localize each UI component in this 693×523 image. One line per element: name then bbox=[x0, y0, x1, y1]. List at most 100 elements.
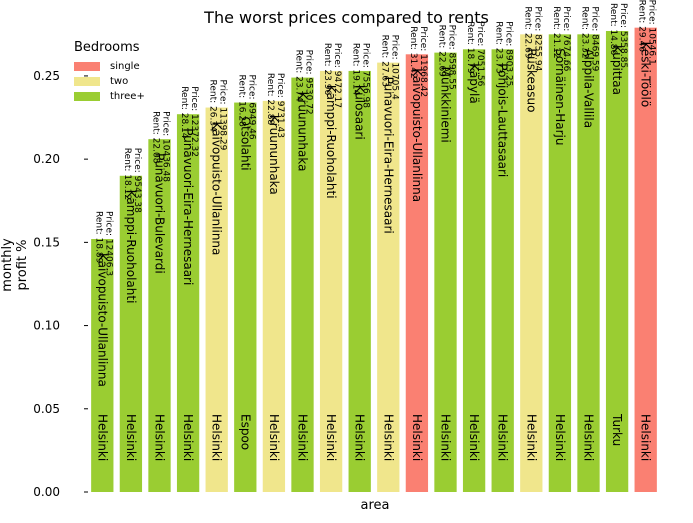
bar bbox=[262, 100, 286, 493]
bar bbox=[634, 27, 657, 493]
bar-rent-label: Rent: 21.12 bbox=[551, 6, 561, 58]
legend-swatch-two bbox=[74, 77, 100, 86]
bar-rent-label: Rent: 22.88 bbox=[265, 73, 275, 126]
bar-rent-label: Rent: 16.28 bbox=[236, 75, 246, 128]
bar-city-label: Helsinki bbox=[439, 414, 453, 461]
bar bbox=[605, 30, 629, 492]
bar-price-label: Price: 8469.59 bbox=[590, 6, 600, 71]
bar bbox=[205, 107, 228, 493]
bar-city-label: Helsinki bbox=[553, 414, 567, 461]
bar-rent-label: Rent: 23.96 bbox=[322, 43, 332, 96]
bar-city-label: Helsinki bbox=[639, 414, 653, 461]
bar-area-label: Ruskeasuo bbox=[524, 48, 538, 112]
bar bbox=[577, 34, 600, 492]
bar-price-label: Price: 8255.94 bbox=[532, 6, 542, 71]
bar-price-label: Price: 12406.3 bbox=[103, 211, 113, 276]
bar-city-label: Helsinki bbox=[496, 414, 510, 461]
bar-area-label: Punavuori-Eira-Hernesaari bbox=[181, 128, 195, 285]
bar bbox=[405, 54, 429, 493]
legend-swatch-single bbox=[74, 62, 100, 71]
bar-price-label: Price: 11968.42 bbox=[418, 26, 428, 97]
bar-city-label: Helsinki bbox=[124, 414, 138, 461]
legend: Bedrooms single two three+ bbox=[74, 40, 145, 104]
bar-price-label: Price: 11398.29 bbox=[218, 80, 228, 151]
bar-area-label: Pohjois-Lauttasaari bbox=[496, 63, 510, 177]
bar-area-label: Kamppi-Ruoholahti bbox=[324, 85, 338, 199]
bar-area-label: Otsolahti bbox=[238, 117, 252, 171]
bar-price-label: Price: 7051.56 bbox=[475, 21, 485, 86]
legend-swatch-three-plus bbox=[74, 92, 100, 101]
legend-label-three-plus: three+ bbox=[110, 91, 145, 102]
bar bbox=[462, 49, 486, 493]
bar-rent-label: Rent: 14.86 bbox=[608, 3, 618, 56]
bar-rent-label: Rent: 23.32 bbox=[580, 6, 590, 58]
bar-area-label: Kaivopuisto-Ullanlinna bbox=[410, 68, 424, 202]
bar-rent-label: Rent: 31.42 bbox=[408, 26, 418, 78]
bar bbox=[234, 102, 257, 493]
bar-rent-label: Rent: 19.14 bbox=[351, 43, 361, 96]
bar-city-label: Helsinki bbox=[381, 414, 395, 461]
bar-area-label: Kupittaa bbox=[610, 45, 624, 95]
bar-area-label: Kaivopuisto-Ullanlinna bbox=[210, 122, 224, 256]
bar bbox=[176, 114, 200, 492]
bar bbox=[434, 52, 457, 492]
bar-area-label: Punavuori-Eira-Hernesaari bbox=[381, 77, 395, 234]
bar-city-label: Helsinki bbox=[95, 414, 109, 461]
bar-rent-label: Rent: 18.79 bbox=[465, 21, 475, 74]
bar-rent-label: Rent: 18.12 bbox=[122, 148, 132, 200]
bar-area-label: Kaivopuisto-Ullanlinna bbox=[95, 253, 109, 387]
bar-rent-label: Rent: 27.63 bbox=[379, 35, 389, 87]
bar-city-label: Espoo bbox=[238, 414, 252, 450]
bar-rent-label: Rent: 18.89 bbox=[93, 211, 103, 264]
y-tick-label: 0.00 bbox=[33, 485, 60, 499]
bar bbox=[348, 70, 371, 492]
y-tick-label: 0.15 bbox=[33, 235, 60, 249]
bar-price-label: Price: 6949.46 bbox=[246, 75, 256, 140]
bar-area-label: Kruununhaka bbox=[296, 92, 310, 172]
bar-rent-label: Rent: 23.74 bbox=[294, 50, 304, 103]
bar-price-label: Price: 7674.66 bbox=[561, 6, 571, 71]
bar bbox=[377, 62, 400, 492]
bar-area-label: Munkkiniemi bbox=[439, 67, 453, 143]
bar-rent-label: Rent: 22.69 bbox=[522, 6, 532, 59]
bar bbox=[491, 49, 514, 493]
legend-title: Bedrooms bbox=[74, 40, 140, 55]
bar-city-label: Helsinki bbox=[582, 414, 596, 461]
bar-rent-label: Rent: 22.69 bbox=[437, 25, 447, 78]
bar-price-label: Price: 8598.55 bbox=[447, 25, 457, 90]
bar-price-label: Price: 8903.25 bbox=[504, 21, 514, 86]
bar-rent-label: Rent: 29.46 bbox=[637, 0, 647, 52]
bar bbox=[520, 34, 543, 492]
bar-price-label: Price: 9543.38 bbox=[132, 148, 142, 213]
bar-area-label: Kamppi-Ruoholahti bbox=[124, 190, 138, 304]
bar-price-label: Price: 7556.98 bbox=[361, 43, 371, 108]
bar-area-label: Kruununhaka bbox=[267, 115, 281, 195]
bar-city-label: Helsinki bbox=[410, 414, 424, 461]
bar-city-label: Helsinki bbox=[267, 414, 281, 461]
bar-rent-label: Rent: 23.73 bbox=[494, 21, 504, 73]
bar bbox=[548, 34, 572, 492]
bar-area-label: Sörnäinen-Harju bbox=[553, 48, 567, 145]
bar-price-label: Price: 9731.43 bbox=[275, 73, 285, 138]
bar-city-label: Helsinki bbox=[181, 414, 195, 461]
bar-city-label: Helsinki bbox=[524, 414, 538, 461]
legend-item-two: two bbox=[74, 74, 145, 89]
bar-rent-label: Rent: 26.34 bbox=[208, 80, 218, 133]
y-tick-label: 0.05 bbox=[33, 402, 60, 416]
bar-city-label: Helsinki bbox=[324, 414, 338, 461]
bar-price-label: Price: 12372.32 bbox=[189, 86, 199, 157]
bar-city-label: Helsinki bbox=[210, 414, 224, 461]
bar-price-label: Price: 10436.48 bbox=[161, 111, 171, 182]
bar-city-label: Helsinki bbox=[296, 414, 310, 461]
bar-rent-label: Rent: 28.14 bbox=[179, 86, 189, 139]
bar-area-label: Käpylä bbox=[467, 63, 481, 103]
y-tick-label: 0.10 bbox=[33, 319, 60, 333]
bar-price-label: Price: 10705.4 bbox=[389, 35, 399, 100]
bar-city-label: Helsinki bbox=[153, 414, 167, 461]
legend-label-single: single bbox=[110, 61, 140, 72]
y-tick-label: 0.25 bbox=[33, 69, 60, 83]
bar-area-label: Alppila-Vallila bbox=[582, 48, 596, 128]
legend-item-three-plus: three+ bbox=[74, 89, 145, 104]
bar-price-label: Price: 9472.17 bbox=[332, 43, 342, 108]
chart-title: The worst prices compared to rents bbox=[204, 8, 489, 27]
